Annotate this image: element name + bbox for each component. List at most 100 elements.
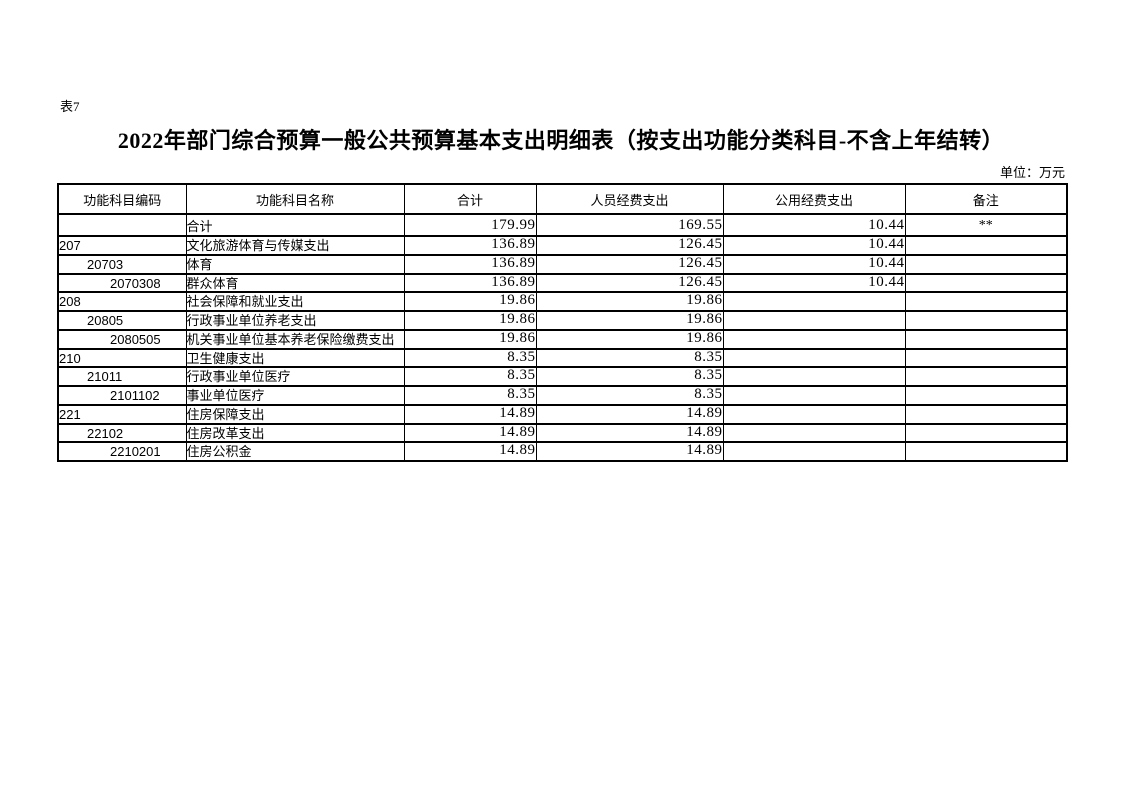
cell-public-expense bbox=[722, 422, 906, 444]
cell-public-expense bbox=[722, 385, 906, 406]
cell-remark bbox=[904, 347, 1068, 369]
table-row: 2101102 事业单位医疗 8.35 8.35 bbox=[57, 385, 1068, 406]
cell-function-name: 体育 bbox=[185, 253, 405, 275]
cell-personnel-expense: 8.35 bbox=[535, 366, 724, 387]
cell-total: 8.35 bbox=[403, 385, 537, 406]
cell-personnel-expense: 14.89 bbox=[535, 403, 724, 425]
cell-function-code: 207 bbox=[57, 235, 187, 256]
cell-public-expense bbox=[722, 310, 906, 331]
cell-personnel-expense: 19.86 bbox=[535, 291, 724, 312]
column-header-remark: 备注 bbox=[904, 183, 1068, 215]
table-row: 20703 体育 136.89 126.45 10.44 bbox=[57, 253, 1068, 275]
cell-function-name: 住房公积金 bbox=[185, 441, 405, 462]
cell-function-code: 221 bbox=[57, 403, 187, 425]
cell-personnel-expense: 14.89 bbox=[535, 441, 724, 462]
cell-function-code: 21011 bbox=[57, 366, 187, 387]
cell-function-code: 22102 bbox=[57, 422, 187, 444]
cell-remark bbox=[904, 385, 1068, 406]
table-row: 221 住房保障支出 14.89 14.89 bbox=[57, 403, 1068, 425]
cell-remark: ** bbox=[904, 213, 1068, 237]
cell-public-expense bbox=[722, 403, 906, 425]
cell-total: 136.89 bbox=[403, 235, 537, 256]
cell-total: 136.89 bbox=[403, 253, 537, 275]
cell-total: 8.35 bbox=[403, 347, 537, 369]
cell-public-expense bbox=[722, 441, 906, 462]
cell-function-name: 文化旅游体育与传媒支出 bbox=[185, 235, 405, 256]
page-title: 2022年部门综合预算一般公共预算基本支出明细表（按支出功能分类科目-不含上年结… bbox=[117, 128, 1005, 153]
cell-public-expense bbox=[722, 328, 906, 350]
cell-function-code: 2210201 bbox=[57, 441, 187, 462]
cell-total: 179.99 bbox=[403, 213, 537, 237]
cell-personnel-expense: 126.45 bbox=[535, 235, 724, 256]
cell-total: 14.89 bbox=[403, 403, 537, 425]
cell-function-name: 合计 bbox=[185, 213, 405, 237]
cell-remark bbox=[904, 328, 1068, 350]
cell-total: 8.35 bbox=[403, 366, 537, 387]
table-row: 210 卫生健康支出 8.35 8.35 bbox=[57, 347, 1068, 369]
cell-function-name: 住房保障支出 bbox=[185, 403, 405, 425]
cell-personnel-expense: 8.35 bbox=[535, 385, 724, 406]
table-row: 22102 住房改革支出 14.89 14.89 bbox=[57, 422, 1068, 444]
unit-label: 单位：万元 bbox=[999, 165, 1065, 180]
table-row: 208 社会保障和就业支出 19.86 19.86 bbox=[57, 291, 1068, 312]
cell-function-code: 20703 bbox=[57, 253, 187, 275]
cell-remark bbox=[904, 422, 1068, 444]
cell-function-code: 2101102 bbox=[57, 385, 187, 406]
cell-personnel-expense: 19.86 bbox=[535, 310, 724, 331]
cell-function-name: 事业单位医疗 bbox=[185, 385, 405, 406]
cell-remark bbox=[904, 272, 1068, 294]
cell-function-name: 行政事业单位医疗 bbox=[185, 366, 405, 387]
column-header-personnel-expense: 人员经费支出 bbox=[535, 183, 724, 215]
cell-total: 14.89 bbox=[403, 422, 537, 444]
cell-function-name: 机关事业单位基本养老保险缴费支出 bbox=[185, 328, 405, 350]
cell-personnel-expense: 126.45 bbox=[535, 272, 724, 294]
cell-function-code: 2070308 bbox=[57, 272, 187, 294]
cell-total: 14.89 bbox=[403, 441, 537, 462]
table-row: 合计 179.99 169.55 10.44 ** bbox=[57, 213, 1068, 237]
budget-table: 功能科目编码 功能科目名称 合计 人员经费支出 公用经费支出 备注 合计 179… bbox=[57, 183, 1068, 462]
cell-function-code: 208 bbox=[57, 291, 187, 312]
table-row: 2080505 机关事业单位基本养老保险缴费支出 19.86 19.86 bbox=[57, 328, 1068, 350]
cell-personnel-expense: 169.55 bbox=[535, 213, 724, 237]
cell-function-code: 2080505 bbox=[57, 328, 187, 350]
cell-remark bbox=[904, 235, 1068, 256]
cell-public-expense: 10.44 bbox=[722, 272, 906, 294]
column-header-total: 合计 bbox=[403, 183, 537, 215]
column-header-public-expense: 公用经费支出 bbox=[722, 183, 906, 215]
cell-total: 19.86 bbox=[403, 310, 537, 331]
cell-total: 19.86 bbox=[403, 291, 537, 312]
cell-public-expense: 10.44 bbox=[722, 235, 906, 256]
cell-remark bbox=[904, 441, 1068, 462]
cell-function-name: 行政事业单位养老支出 bbox=[185, 310, 405, 331]
header-row: 功能科目编码 功能科目名称 合计 人员经费支出 公用经费支出 备注 bbox=[57, 183, 1068, 215]
table-row: 21011 行政事业单位医疗 8.35 8.35 bbox=[57, 366, 1068, 387]
cell-total: 19.86 bbox=[403, 328, 537, 350]
cell-public-expense bbox=[722, 291, 906, 312]
cell-function-code: 210 bbox=[57, 347, 187, 369]
cell-function-name: 社会保障和就业支出 bbox=[185, 291, 405, 312]
table-row: 2210201 住房公积金 14.89 14.89 bbox=[57, 441, 1068, 462]
cell-public-expense bbox=[722, 366, 906, 387]
cell-function-name: 住房改革支出 bbox=[185, 422, 405, 444]
cell-function-name: 卫生健康支出 bbox=[185, 347, 405, 369]
cell-public-expense: 10.44 bbox=[722, 213, 906, 237]
table-row: 2070308 群众体育 136.89 126.45 10.44 bbox=[57, 272, 1068, 294]
cell-remark bbox=[904, 403, 1068, 425]
column-header-function-code: 功能科目编码 bbox=[57, 183, 187, 215]
cell-personnel-expense: 126.45 bbox=[535, 253, 724, 275]
cell-personnel-expense: 8.35 bbox=[535, 347, 724, 369]
cell-function-code bbox=[57, 213, 187, 237]
cell-total: 136.89 bbox=[403, 272, 537, 294]
table-number-label: 表7 bbox=[60, 99, 80, 114]
cell-remark bbox=[904, 253, 1068, 275]
cell-public-expense bbox=[722, 347, 906, 369]
cell-remark bbox=[904, 310, 1068, 331]
cell-personnel-expense: 14.89 bbox=[535, 422, 724, 444]
cell-function-code: 20805 bbox=[57, 310, 187, 331]
cell-personnel-expense: 19.86 bbox=[535, 328, 724, 350]
table-row: 20805 行政事业单位养老支出 19.86 19.86 bbox=[57, 310, 1068, 331]
table-row: 207 文化旅游体育与传媒支出 136.89 126.45 10.44 bbox=[57, 235, 1068, 256]
cell-remark bbox=[904, 291, 1068, 312]
cell-function-name: 群众体育 bbox=[185, 272, 405, 294]
